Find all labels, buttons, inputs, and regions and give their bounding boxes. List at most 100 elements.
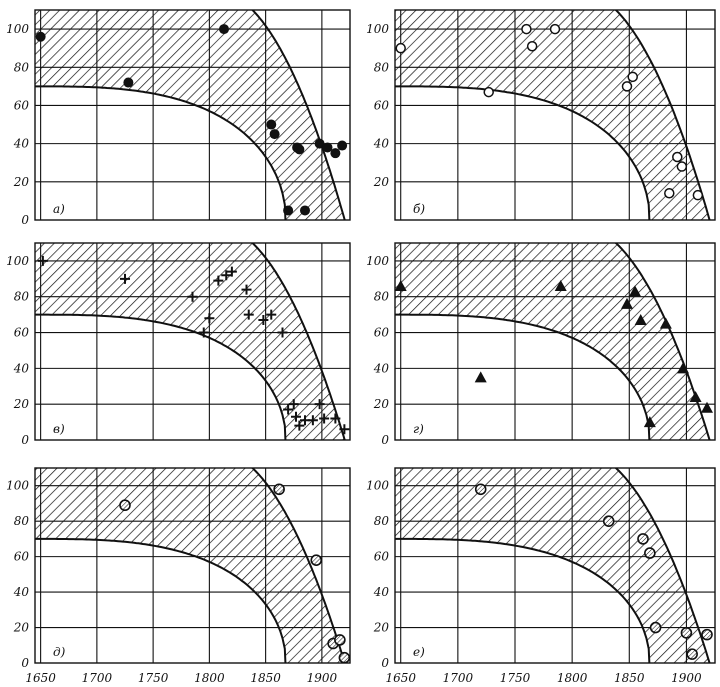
data-point (204, 313, 215, 324)
y-tick-label: 0 (381, 656, 389, 670)
data-point (526, 41, 538, 52)
plot-frame (34, 9, 351, 221)
data-point (314, 399, 325, 410)
data-point (213, 275, 224, 286)
panel-2: 20 40 60 80 100 б) (366, 9, 716, 221)
data-point (627, 71, 638, 83)
hatched-band (395, 468, 710, 663)
y-tick-label: 40 (13, 137, 30, 151)
data-point (337, 140, 348, 151)
data-point (319, 413, 330, 424)
upper-bound-curve (614, 10, 711, 220)
data-point (243, 309, 254, 320)
y-tick-label: 80 (14, 514, 30, 528)
plot-frame (394, 242, 716, 441)
data-point (689, 391, 702, 403)
data-point (338, 651, 351, 664)
y-tick-label: 60 (14, 98, 30, 112)
data-point (644, 547, 656, 559)
data-point (395, 42, 406, 54)
data-point (692, 189, 704, 201)
data-point (330, 148, 341, 159)
data-point (676, 161, 688, 172)
y-tick-label: 60 (374, 98, 390, 112)
data-point (629, 285, 641, 297)
data-point (288, 399, 299, 410)
data-point (221, 270, 232, 281)
y-tick-label: 40 (373, 361, 390, 375)
data-point (294, 144, 305, 155)
hatched-band (395, 10, 710, 220)
data-point (554, 279, 567, 291)
plot-frame (394, 9, 716, 221)
data-point (294, 420, 305, 431)
plot-frame (34, 242, 351, 441)
lower-bound-curve (395, 85, 651, 220)
x-tick-label: 1800 (557, 671, 588, 685)
y-tick-label: 40 (373, 137, 390, 151)
y-tick-label: 20 (13, 621, 30, 635)
upper-bound-curve (614, 243, 711, 440)
data-point (549, 23, 561, 35)
y-tick-label: 60 (14, 326, 30, 340)
data-point (307, 415, 318, 426)
hatched-band (35, 243, 345, 440)
data-point (621, 297, 633, 309)
y-tick-label: 0 (21, 656, 29, 670)
x-axis-labels: 1650 1650 1700 1700 1750 1750 1800 1800 1850 1850… (25, 671, 702, 685)
y-tick-label: 100 (366, 254, 389, 268)
y-tick-label: 20 (13, 175, 30, 189)
panel-6: 0 20 40 60 80 100 е) (366, 467, 716, 670)
y-tick-label: 40 (13, 585, 30, 599)
data-point (119, 499, 131, 512)
x-tick-label: 1750 (138, 671, 169, 685)
upper-bound-curve (251, 243, 346, 440)
plot-frame (34, 467, 351, 664)
data-point (120, 273, 130, 284)
data-point (241, 284, 252, 295)
y-tick-label: 80 (14, 290, 30, 304)
lower-bound-curve (395, 537, 651, 663)
panel-3: 0 20 40 60 80 100 в) (6, 242, 351, 447)
data-point (266, 309, 277, 320)
y-tick-label: 0 (21, 433, 29, 447)
data-point (123, 77, 134, 88)
data-point (283, 205, 294, 216)
y-tick-label: 80 (374, 514, 390, 528)
hatched-band (35, 10, 345, 220)
data-point (226, 266, 237, 277)
data-point (701, 401, 713, 413)
upper-bound-curve (251, 10, 346, 220)
upper-bound-curve (250, 468, 346, 663)
data-point (686, 648, 698, 660)
data-point (521, 23, 532, 35)
y-tick-label: 100 (6, 254, 29, 268)
x-tick-label: 1800 (194, 671, 225, 685)
y-tick-label: 0 (381, 433, 389, 447)
data-point (37, 255, 48, 266)
data-point (664, 188, 675, 199)
panel-5: 0 20 40 60 80 100 д) (6, 467, 351, 670)
data-point (649, 621, 662, 634)
lower-bound-curve (35, 537, 287, 663)
x-tick-label: 1650 (385, 671, 416, 685)
lower-bound-curve (395, 313, 651, 440)
x-tick-label: 1700 (82, 671, 113, 685)
upper-bound-curve (614, 468, 711, 663)
y-tick-label: 100 (6, 22, 29, 36)
plot-frame (394, 467, 716, 664)
data-point (394, 279, 407, 291)
data-point (258, 315, 269, 326)
y-tick-label: 60 (374, 326, 390, 340)
panel-label: г) (413, 422, 424, 436)
y-tick-label: 20 (13, 397, 30, 411)
panel-1: 0 20 40 60 80 100 а) (6, 9, 351, 227)
data-point (283, 404, 294, 415)
data-point (330, 413, 341, 424)
y-tick-label: 0 (21, 213, 29, 227)
y-tick-label: 80 (374, 290, 390, 304)
data-point (269, 129, 280, 140)
data-point (35, 31, 46, 42)
panel-label: а) (53, 202, 65, 216)
